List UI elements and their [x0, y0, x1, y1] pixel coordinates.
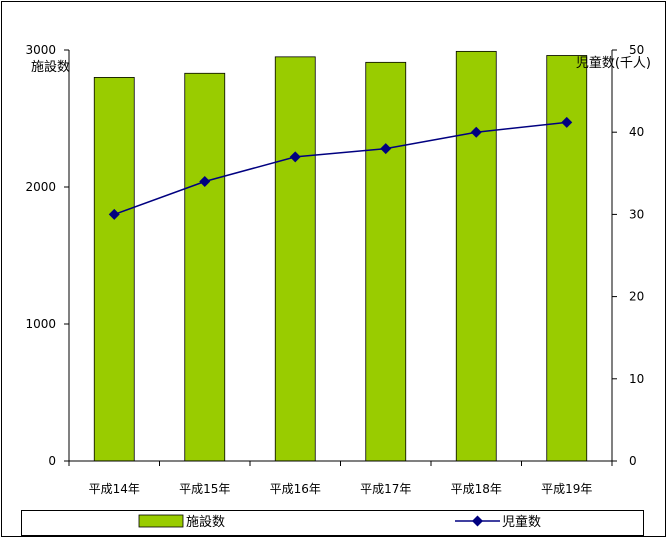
left-axis-title: 施設数 — [31, 59, 70, 75]
right-tick-label-2: 20 — [629, 290, 644, 304]
axes: 0 1000 2000 3000 0 10 20 30 40 50 平成14年 平成15年 平成16年 平… — [25, 43, 644, 496]
legend-line-label: 児童数 — [502, 514, 541, 530]
left-tick-label-0: 0 — [48, 454, 56, 468]
bar-1 — [184, 72, 226, 462]
line-series — [108, 116, 573, 220]
left-tick-label-3: 3000 — [25, 43, 56, 57]
bar-series — [93, 50, 588, 462]
line-point-4 — [470, 126, 482, 138]
children-line — [113, 121, 567, 216]
legend: 施設数 児童数 — [21, 510, 644, 536]
line-point-1 — [199, 176, 211, 188]
right-tick-label-3: 30 — [629, 207, 644, 221]
line-point-3 — [380, 143, 392, 155]
right-tick-label-0: 0 — [629, 454, 637, 468]
x-tick-label-2: 平成16年 — [270, 482, 321, 496]
right-axis-title: 児童数(千人) — [576, 55, 651, 71]
right-tick-label-1: 10 — [629, 372, 644, 386]
line-point-5 — [561, 116, 573, 128]
x-tick-label-1: 平成15年 — [179, 482, 230, 496]
bar-5 — [546, 55, 588, 462]
left-tick-label-1: 1000 — [25, 317, 56, 331]
legend-bar-label: 施設数 — [186, 514, 225, 530]
right-tick-label-5: 50 — [629, 43, 644, 57]
line-point-0 — [108, 208, 120, 220]
x-tick-label-5: 平成19年 — [541, 482, 592, 496]
bar-3 — [365, 61, 407, 462]
bar-0 — [93, 77, 135, 462]
legend-line-marker — [472, 515, 483, 527]
right-tick-label-4: 40 — [629, 125, 644, 139]
legend-bar-swatch — [138, 514, 184, 528]
x-tick-label-4: 平成18年 — [451, 482, 502, 496]
line-point-2 — [289, 151, 301, 163]
left-tick-label-2: 2000 — [25, 180, 56, 194]
bar-4 — [455, 50, 497, 462]
x-tick-label-0: 平成14年 — [89, 482, 140, 496]
bar-2 — [274, 56, 316, 462]
x-tick-label-3: 平成17年 — [360, 482, 411, 496]
legend-box — [21, 510, 644, 536]
axis-labels: 施設数 児童数(千人) — [31, 55, 651, 75]
